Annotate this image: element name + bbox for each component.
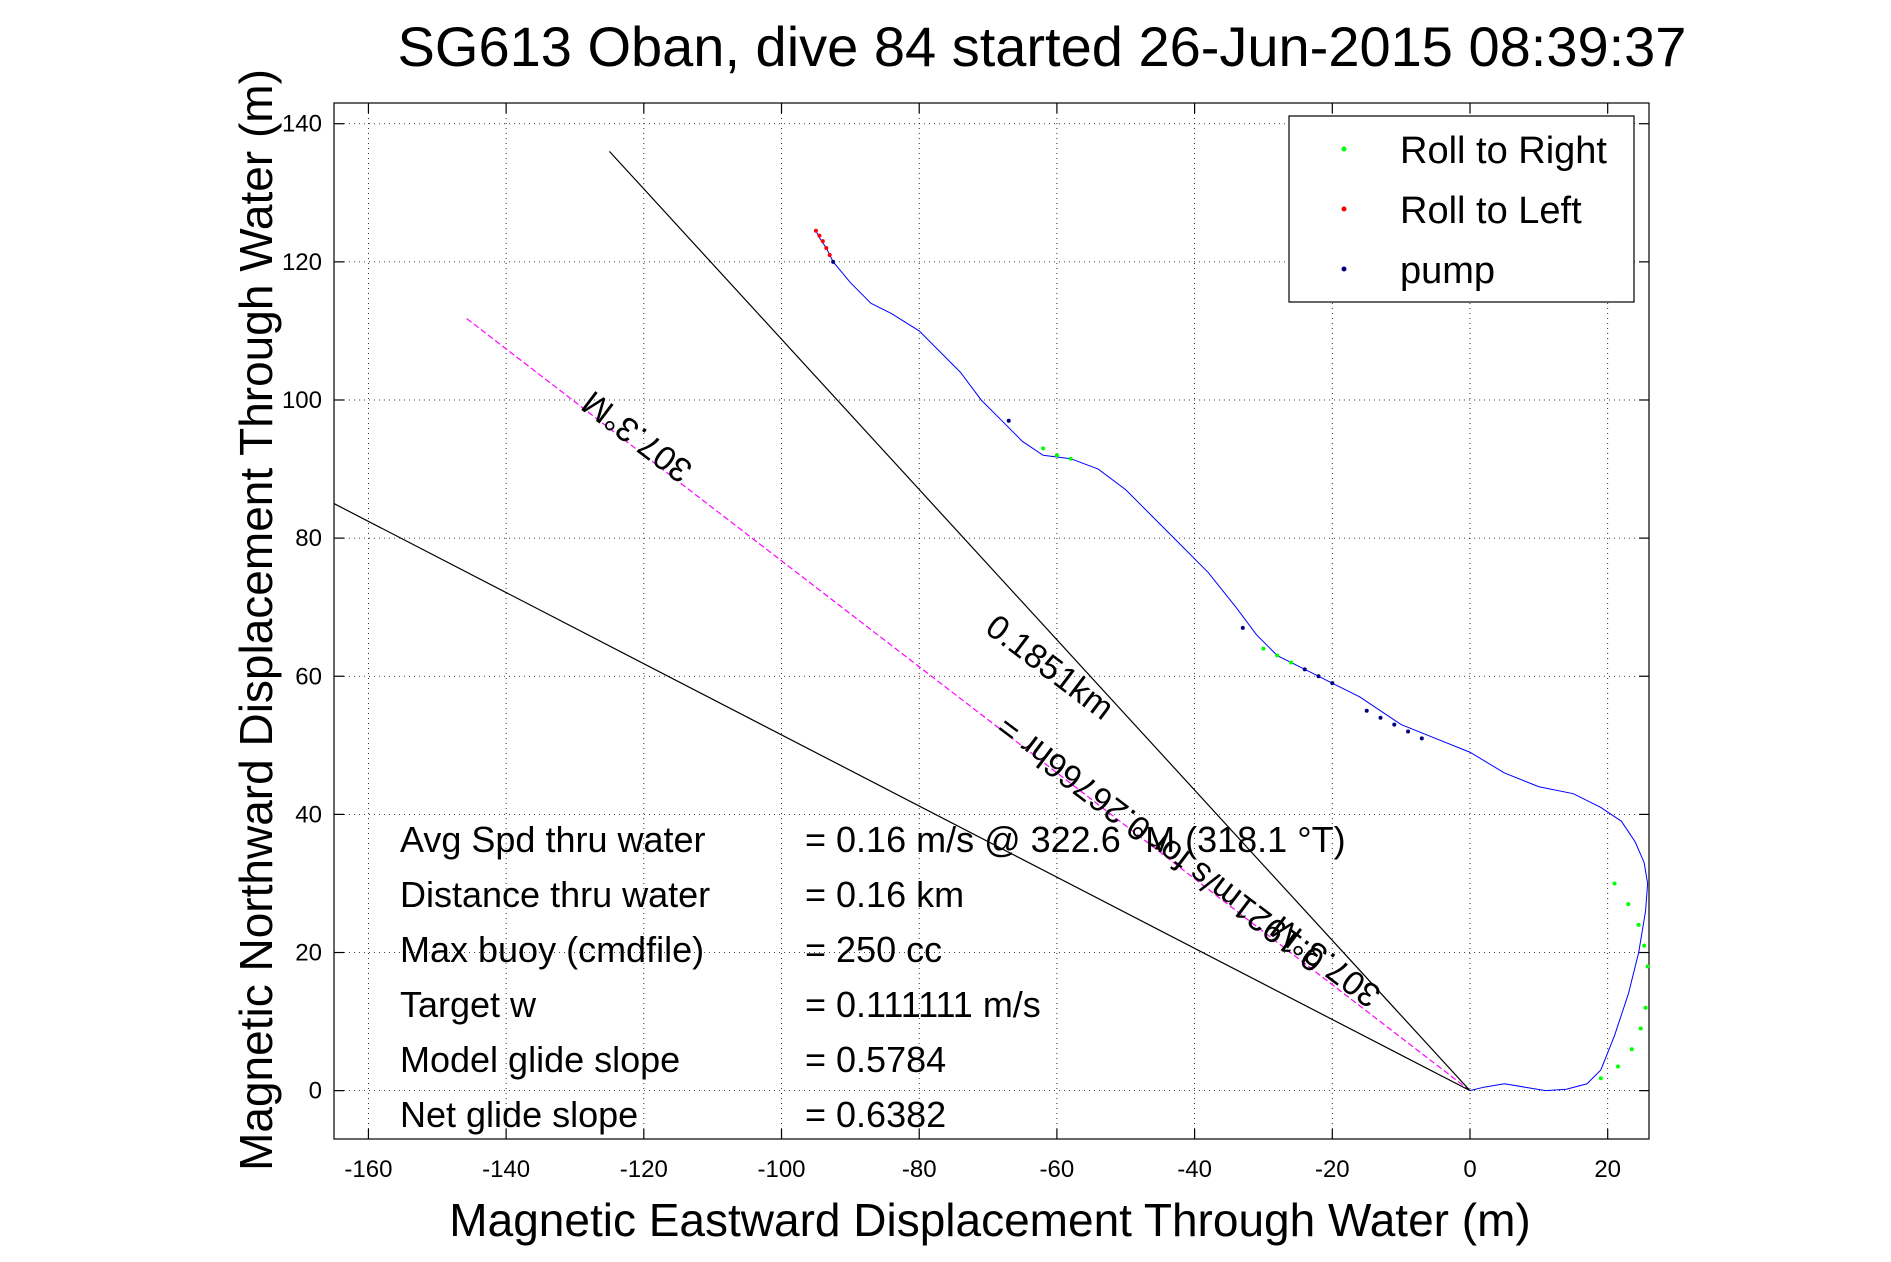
legend-label: Roll to Left [1400,190,1582,232]
reference-line-black-lower [334,503,1471,1092]
x-tick-label: -120 [620,1156,668,1183]
pump-marker [1392,722,1397,727]
pump-marker [1330,681,1335,686]
roll-right-marker [1275,653,1280,658]
stat-label: Model glide slope [400,1039,680,1080]
pump-marker [1419,736,1424,741]
stat-label: Net glide slope [400,1094,638,1135]
roll-left-marker [824,246,829,251]
pump-marker [831,259,836,264]
stats-block: Avg Spd thru water = 0.16 m/s @ 322.6 °M … [400,819,1346,1135]
x-tick-label: -140 [482,1156,530,1183]
roll-pump-markers [813,228,1650,1081]
legend-label: pump [1400,250,1495,292]
y-tick-label: 40 [295,801,322,828]
roll-right-marker [1638,1026,1643,1031]
legend-marker [1341,146,1347,152]
legend: Roll to Right Roll to Left pump [1288,115,1635,303]
y-tick-label: 120 [282,249,322,276]
roll-right-marker [1636,922,1641,927]
chart-title: SG613 Oban, dive 84 started 26-Jun-2015 … [398,15,1687,78]
legend-marker [1341,206,1347,212]
reference-line-dashed-magenta [464,316,1471,1092]
roll-right-marker [1616,1064,1621,1069]
x-tick-label: -100 [757,1156,805,1183]
roll-left-marker [813,228,818,233]
roll-right-marker [1288,660,1293,665]
y-axis-ticks: 0 20 40 60 80 100 120 140 [282,111,1649,1105]
y-tick-label: 100 [282,387,322,414]
roll-right-marker [1642,943,1647,948]
pump-marker [1316,674,1321,679]
pump-marker [1364,708,1369,713]
y-tick-label: 60 [295,663,322,690]
y-axis-label: Magnetic Northward Displacement Through … [230,69,282,1171]
stat-label: Target w [400,984,537,1025]
roll-right-marker [1261,646,1266,651]
stat-value: = 0.16 km [805,874,964,915]
stat-value: = 0.111111 m/s [805,984,1041,1025]
x-tick-label: -40 [1177,1156,1212,1183]
legend-label: Roll to Right [1400,130,1607,172]
stat-label: Max buoy (cmdfile) [400,929,704,970]
roll-right-marker [1629,1047,1634,1052]
pump-marker [1378,715,1383,720]
x-tick-label: 0 [1463,1156,1476,1183]
x-tick-label: 20 [1594,1156,1621,1183]
roll-right-marker [1068,456,1073,461]
pump-marker [1302,667,1307,672]
roll-right-marker [1645,964,1650,969]
x-tick-label: -20 [1315,1156,1350,1183]
roll-left-marker [817,233,822,238]
roll-left-marker [820,239,825,244]
roll-right-marker [1598,1076,1603,1081]
x-tick-label: -80 [902,1156,937,1183]
pump-marker [1240,625,1245,630]
stat-value: = 0.6382 [805,1094,946,1135]
stat-label: Distance thru water [400,874,710,915]
roll-right-marker [1626,902,1631,907]
roll-right-marker [1041,446,1046,451]
stat-value: = 250 cc [805,929,942,970]
y-tick-label: 20 [295,940,322,967]
glider-track-line [815,230,1649,1092]
stat-value: = 0.5784 [805,1039,946,1080]
x-axis-label: Magnetic Eastward Displacement Through W… [449,1194,1530,1246]
roll-left-marker [827,252,832,257]
x-tick-label: -60 [1040,1156,1075,1183]
legend-marker [1341,266,1347,272]
roll-right-marker [1643,1005,1648,1010]
reference-lines [334,150,1471,1092]
reference-line-black-upper [608,150,1471,1092]
y-tick-label: 80 [295,525,322,552]
x-tick-label: -160 [344,1156,392,1183]
pump-marker [1006,418,1011,423]
pump-marker [1406,729,1411,734]
stat-value: = 0.16 m/s @ 322.6 °M (318.1 °T) [805,819,1346,860]
roll-right-marker [1612,881,1617,886]
roll-right-marker [1054,453,1059,458]
x-axis-ticks: -160 -140 -120 -100 -80 -60 -40 -20 0 20 [344,103,1621,1183]
y-tick-label: 0 [309,1078,322,1105]
y-tick-label: 140 [282,111,322,138]
stat-label: Avg Spd thru water [400,819,706,860]
